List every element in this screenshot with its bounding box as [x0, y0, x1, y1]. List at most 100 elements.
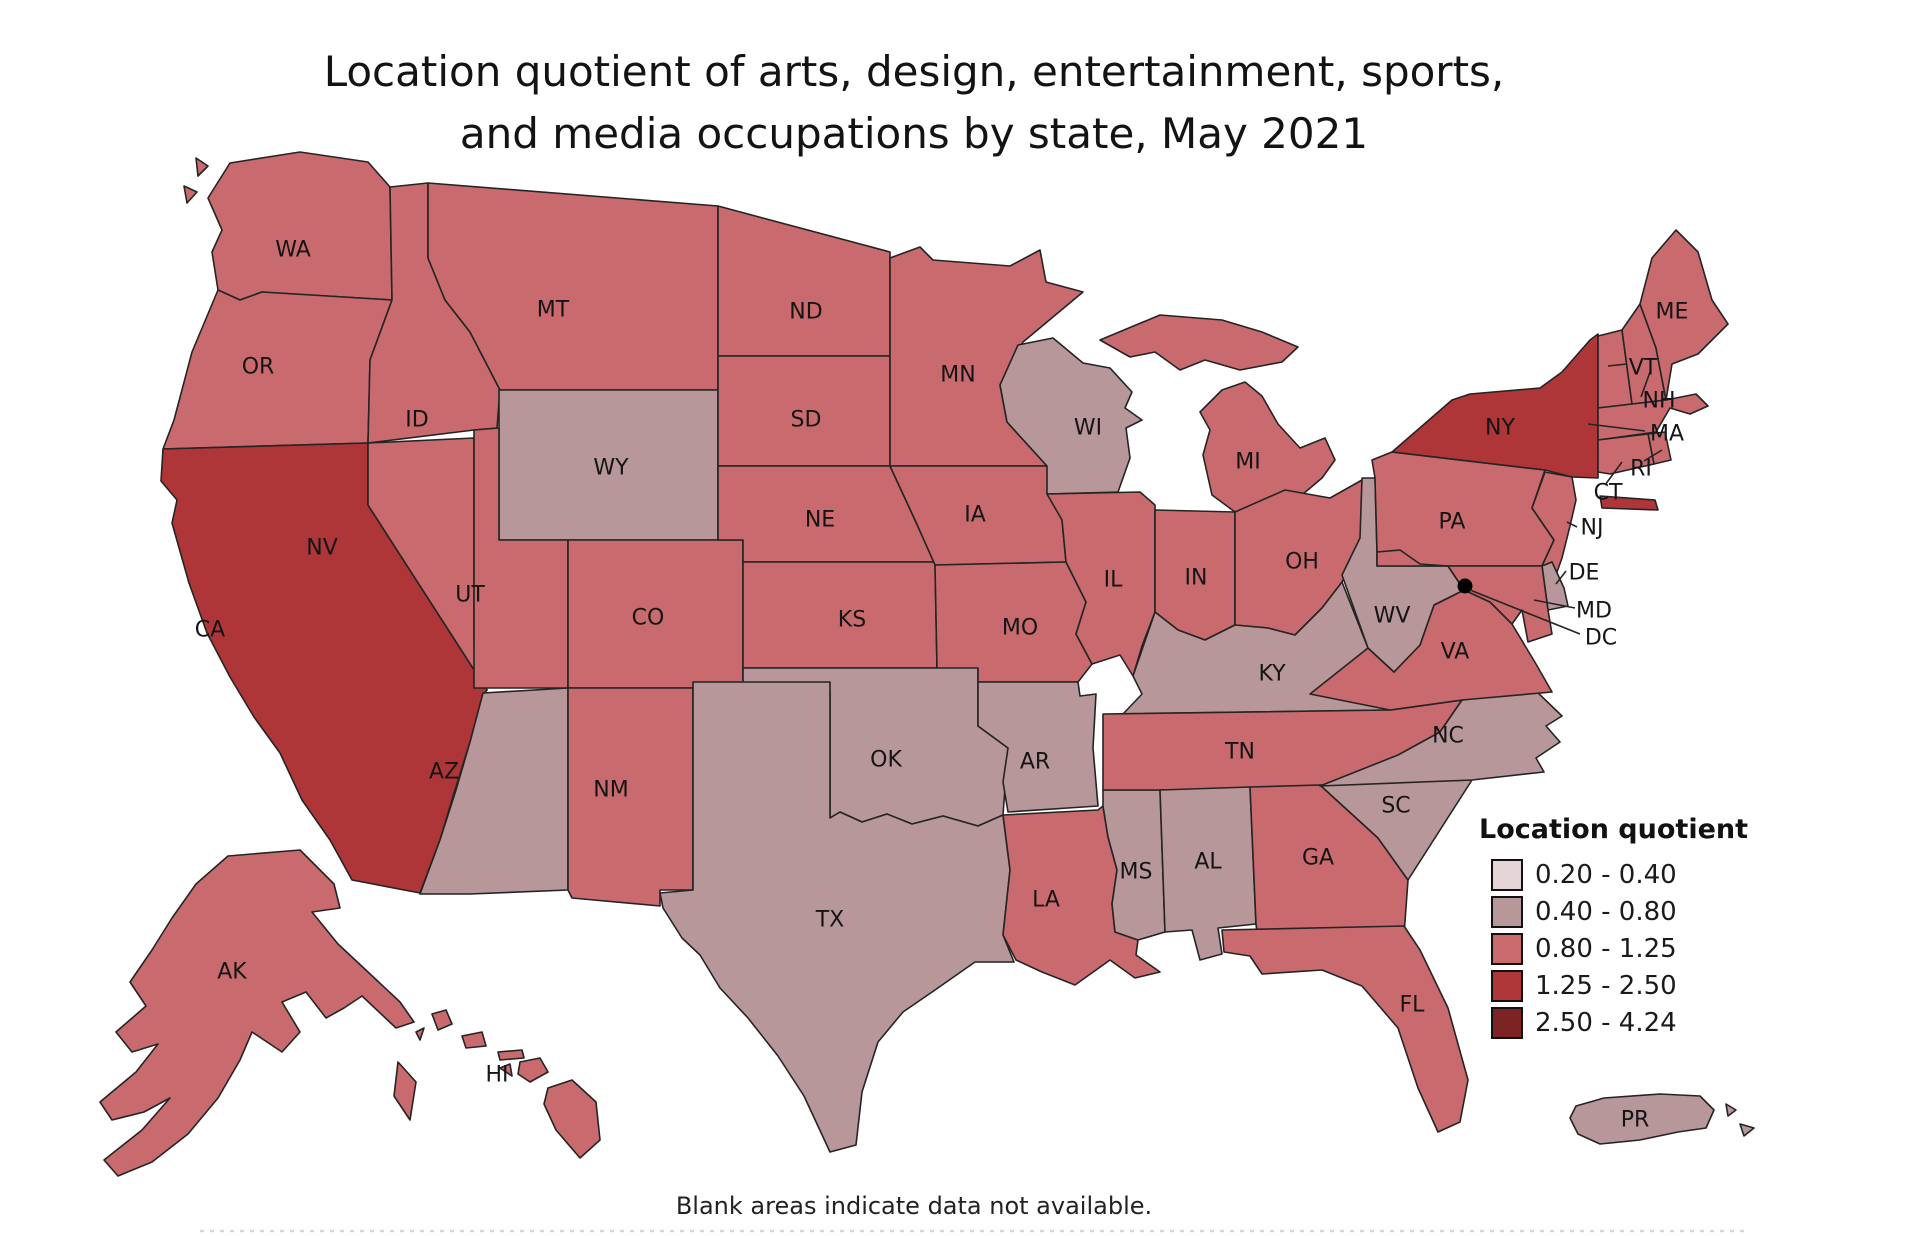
state-label-ME: ME	[1656, 300, 1689, 325]
state-WA[interactable]	[183, 151, 393, 301]
legend-range-1: 0.40 - 0.80	[1535, 897, 1677, 927]
legend: Location quotient 0.20 - 0.40 0.40 - 0.80…	[1479, 814, 1748, 1039]
leader-line-CT	[1604, 461, 1623, 486]
state-label-PA: PA	[1439, 510, 1466, 535]
leader-line-RI	[1643, 449, 1663, 462]
state-label-IN: IN	[1185, 566, 1208, 591]
state-label-AZ: AZ	[429, 760, 459, 785]
state-label-ID: ID	[405, 408, 428, 433]
state-label-CA: CA	[195, 618, 225, 643]
state-AR[interactable]	[977, 681, 1099, 813]
state-CA[interactable]	[160, 442, 488, 894]
state-label-WV: WV	[1374, 604, 1411, 629]
state-label-HI: HI	[485, 1063, 508, 1088]
legend-range-2: 0.80 - 1.25	[1535, 934, 1677, 964]
state-label-WY: WY	[593, 456, 629, 481]
legend-swatch-4	[1491, 1007, 1523, 1039]
state-label-WI: WI	[1074, 416, 1102, 441]
state-label-SD: SD	[791, 408, 822, 433]
state-label-UT: UT	[455, 583, 485, 608]
state-WI[interactable]	[999, 337, 1143, 495]
state-IL[interactable]	[1046, 491, 1156, 677]
state-label-MO: MO	[1002, 616, 1038, 641]
legend-rows: 0.20 - 0.40 0.40 - 0.80 0.80 - 1.25 1.25 - …	[1491, 859, 1677, 1039]
state-label-MD: MD	[1576, 599, 1612, 624]
state-ND[interactable]	[717, 205, 891, 357]
state-NC[interactable]	[1319, 689, 1563, 787]
state-PR[interactable]	[1569, 1093, 1755, 1145]
state-label-NM: NM	[593, 778, 628, 803]
state-TX[interactable]	[659, 681, 1015, 1153]
map-title-line2: and media occupations by state, May 2021	[460, 109, 1368, 158]
state-AK[interactable]	[99, 849, 417, 1177]
state-label-ND: ND	[789, 300, 822, 325]
states-layer	[99, 151, 1755, 1177]
state-label-MN: MN	[940, 363, 975, 388]
legend-swatch-2	[1491, 933, 1523, 965]
state-NM[interactable]	[567, 687, 694, 907]
state-label-TN: TN	[1224, 740, 1255, 765]
state-label-NV: NV	[306, 536, 338, 561]
state-label-IA: IA	[964, 503, 986, 528]
dc-marker-dot[interactable]	[1457, 578, 1473, 594]
legend-range-4: 2.50 - 4.24	[1535, 1008, 1677, 1038]
state-label-AL: AL	[1194, 850, 1222, 875]
state-label-NH: NH	[1643, 389, 1676, 414]
state-label-AK: AK	[217, 960, 247, 985]
state-label-LA: LA	[1032, 888, 1060, 913]
state-label-NC: NC	[1432, 724, 1464, 749]
state-label-MI: MI	[1235, 450, 1260, 475]
legend-swatch-0	[1491, 859, 1523, 891]
state-labels: WA OR CA NV ID MT WY UT CO AZ NM ND SD NE KS OK TX MN IA MO…	[195, 238, 1689, 1133]
state-FL[interactable]	[1221, 925, 1469, 1133]
state-label-MT: MT	[537, 298, 570, 323]
state-label-NY: NY	[1485, 416, 1515, 441]
state-label-OR: OR	[242, 355, 275, 380]
legend-range-3: 1.25 - 2.50	[1535, 971, 1677, 1001]
state-HI[interactable]	[415, 1009, 601, 1159]
legend-title: Location quotient	[1479, 814, 1748, 845]
state-OR[interactable]	[162, 289, 393, 450]
state-label-RI: RI	[1630, 457, 1652, 482]
state-MD[interactable]	[1376, 549, 1553, 643]
leader-line-MD	[1533, 599, 1576, 609]
map-title-line1: Location quotient of arts, design, enter…	[324, 47, 1505, 96]
state-label-SC: SC	[1381, 794, 1410, 819]
state-label-WA: WA	[275, 238, 311, 263]
state-label-DE: DE	[1569, 561, 1600, 586]
state-CT[interactable]	[1597, 433, 1655, 475]
state-label-CO: CO	[632, 606, 665, 631]
state-label-IL: IL	[1104, 568, 1123, 593]
state-label-GA: GA	[1302, 846, 1334, 871]
state-label-TX: TX	[815, 908, 845, 933]
state-label-PR: PR	[1621, 1108, 1650, 1133]
state-label-OK: OK	[870, 748, 902, 773]
state-label-VT: VT	[1629, 356, 1658, 381]
leader-line-VT	[1607, 363, 1628, 367]
state-label-NE: NE	[805, 508, 835, 533]
state-label-MA: MA	[1650, 422, 1684, 447]
leader-line-NH	[1640, 371, 1651, 398]
leader-line-DC	[1469, 589, 1581, 635]
state-ME[interactable]	[1639, 229, 1729, 401]
leader-lines	[1469, 363, 1663, 635]
state-label-KY: KY	[1258, 662, 1286, 687]
state-MI[interactable]	[1099, 314, 1336, 513]
state-label-AR: AR	[1020, 750, 1050, 775]
legend-swatch-3	[1491, 970, 1523, 1002]
state-label-KS: KS	[838, 608, 866, 633]
leader-line-MA	[1587, 423, 1646, 432]
state-label-FL: FL	[1400, 993, 1426, 1018]
state-label-OH: OH	[1285, 550, 1319, 575]
state-label-VA: VA	[1441, 640, 1470, 665]
legend-swatch-1	[1491, 896, 1523, 928]
leader-line-NJ	[1566, 521, 1578, 528]
legend-range-0: 0.20 - 0.40	[1535, 860, 1677, 890]
state-label-DC: DC	[1585, 626, 1617, 651]
leader-line-DE	[1555, 570, 1567, 585]
state-label-NJ: NJ	[1581, 516, 1604, 541]
state-label-MS: MS	[1120, 860, 1153, 885]
state-label-CT: CT	[1594, 481, 1623, 506]
